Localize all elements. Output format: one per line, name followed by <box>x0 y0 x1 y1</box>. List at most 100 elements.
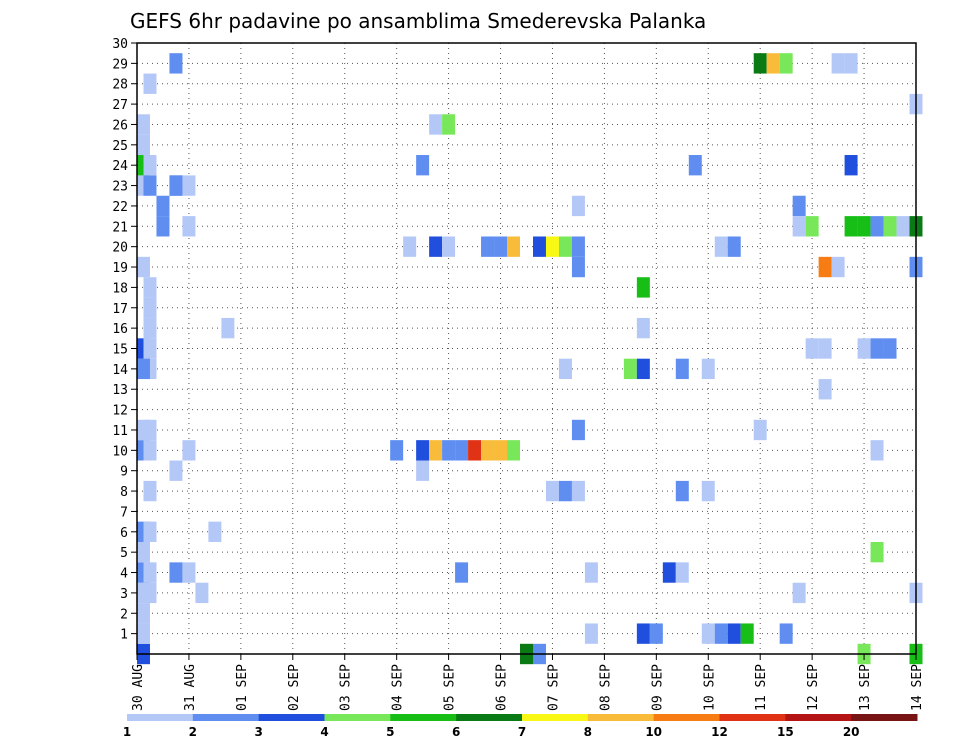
heatmap-cell <box>779 623 793 644</box>
heatmap-cell <box>169 53 183 74</box>
colorbar-label: 5 <box>386 725 394 739</box>
colorbar-label: 10 <box>645 725 662 739</box>
heatmap-cell <box>416 460 430 481</box>
heatmap-cell <box>831 256 845 278</box>
heatmap-cell <box>416 155 430 176</box>
colorbar-swatch <box>127 714 194 721</box>
heatmap-cell <box>844 216 858 237</box>
heatmap-cell <box>584 562 598 583</box>
data-cells <box>137 53 923 665</box>
y-tick-label: 3 <box>120 587 128 602</box>
heatmap-cell <box>558 236 572 257</box>
heatmap-cell <box>558 358 572 380</box>
heatmap-cell <box>857 216 871 237</box>
heatmap-cell <box>195 582 209 604</box>
heatmap-cell <box>636 317 650 339</box>
colorbar-label: 2 <box>189 725 197 739</box>
heatmap-cell <box>571 480 585 502</box>
colorbar-label: 6 <box>452 725 460 739</box>
heatmap-cell <box>494 236 508 257</box>
y-tick-label: 10 <box>112 444 128 459</box>
heatmap-cell <box>545 236 559 257</box>
heatmap-cell <box>403 236 417 257</box>
heatmap-cell <box>143 175 157 196</box>
y-tick-label: 17 <box>112 302 128 317</box>
colorbar-label: 8 <box>584 725 592 739</box>
heatmap-cell <box>636 358 650 380</box>
colorbar-swatch <box>851 714 918 721</box>
heatmap-cell <box>143 317 157 339</box>
y-tick-label: 27 <box>112 98 128 113</box>
x-tick-label: 01 SEP <box>235 664 250 711</box>
colorbar-swatch <box>192 714 260 721</box>
y-tick-label: 26 <box>112 118 128 133</box>
x-tick-label: 07 SEP <box>546 664 561 711</box>
colorbar-swatch <box>653 714 720 721</box>
heatmap-cell <box>818 256 832 278</box>
heatmap-cell <box>805 338 819 359</box>
heatmap-cell <box>169 562 183 583</box>
heatmap-cell <box>727 623 741 644</box>
heatmap-cell <box>675 562 689 583</box>
heatmap-cell <box>442 114 456 135</box>
heatmap-cell <box>558 480 572 502</box>
heatmap-cell <box>883 338 897 359</box>
heatmap-cell <box>169 460 183 481</box>
x-tick-label: 12 SEP <box>806 664 821 711</box>
heatmap-cell <box>169 175 183 196</box>
heatmap-cell <box>137 582 150 604</box>
heatmap-cell <box>442 236 456 257</box>
heatmap-cell <box>571 419 585 441</box>
y-tick-label: 23 <box>112 180 128 195</box>
x-tick-label: 05 SEP <box>443 664 458 711</box>
y-tick-label: 14 <box>112 363 128 378</box>
heatmap-cell <box>870 338 884 359</box>
y-tick-label: 29 <box>112 57 128 72</box>
heatmap-cell <box>182 562 196 583</box>
y-tick-label: 13 <box>112 383 128 398</box>
heatmap-cell <box>481 236 495 257</box>
heatmap-cell <box>143 155 157 176</box>
y-tick-label: 15 <box>112 343 128 358</box>
x-tick-label: 13 SEP <box>858 664 873 711</box>
x-tick-label: 02 SEP <box>287 664 302 711</box>
heatmap-cell <box>156 195 170 217</box>
heatmap-cell <box>182 440 196 461</box>
heatmap-cell <box>143 440 157 461</box>
y-tick-label: 11 <box>112 424 128 439</box>
y-tick-label: 28 <box>112 78 128 93</box>
y-tick-label: 5 <box>120 546 128 561</box>
heatmap-cell <box>740 623 754 644</box>
y-tick-label: 1 <box>120 628 128 643</box>
heatmap-cell <box>455 562 469 583</box>
heatmap-cell <box>182 175 196 196</box>
heatmap-cell <box>571 256 585 278</box>
heatmap-cell <box>701 623 715 644</box>
heatmap-cell <box>870 216 884 237</box>
heatmap-cell <box>896 216 910 237</box>
heatmap-cell <box>584 623 598 644</box>
heatmap-cell <box>753 53 767 74</box>
heatmap-cell <box>143 73 157 94</box>
colorbar-swatch <box>456 714 523 721</box>
heatmap-cell <box>182 216 196 237</box>
heatmap-cell <box>818 338 832 359</box>
heatmap-cell <box>137 541 150 563</box>
chart-title: GEFS 6hr padavine po ansamblima Smederev… <box>130 9 706 33</box>
heatmap-cell <box>494 440 508 461</box>
colorbar-label: 15 <box>777 725 794 739</box>
heatmap-cell <box>844 155 858 176</box>
heatmap-cell <box>137 603 150 624</box>
heatmap-cell <box>870 541 884 563</box>
heatmap-cell <box>792 582 806 604</box>
plot-frame <box>136 42 917 655</box>
y-tick-label: 24 <box>112 159 128 174</box>
heatmap-cell <box>649 623 663 644</box>
heatmap-cell <box>481 440 495 461</box>
heatmap-cell <box>545 480 559 502</box>
heatmap-cell <box>208 521 222 542</box>
heatmap-cell <box>818 379 832 400</box>
heatmap-cell <box>143 297 157 318</box>
heatmap-cell <box>429 236 443 257</box>
heatmap-cell <box>455 440 469 461</box>
